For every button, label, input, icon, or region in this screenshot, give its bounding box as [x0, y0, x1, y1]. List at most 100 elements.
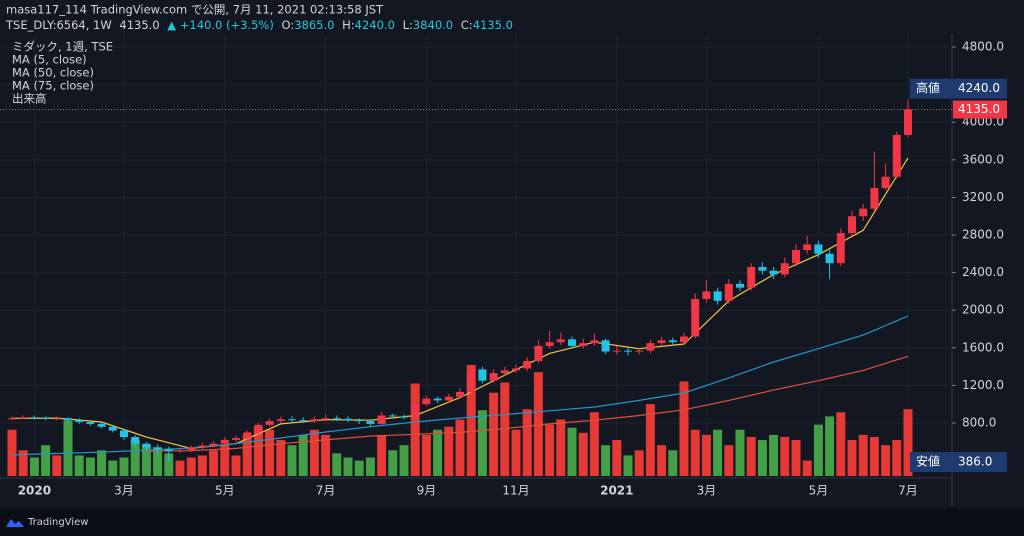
candle-body — [220, 439, 229, 444]
x-tick-label: 11月 — [502, 484, 529, 498]
volume-bar — [477, 410, 487, 476]
volume-bar — [85, 457, 95, 476]
candle-body — [131, 437, 140, 444]
candle-body — [209, 443, 218, 446]
candle-body — [41, 417, 50, 419]
candle-body — [8, 418, 16, 420]
candle-body — [153, 447, 162, 450]
legend-item: 出来高 — [12, 92, 47, 106]
low-label: 386.0 — [958, 455, 992, 469]
l: 3840.0 — [413, 18, 453, 32]
x-tick-label: 5月 — [215, 484, 235, 498]
volume-bar — [141, 445, 151, 476]
y-tick-label: 1200.0 — [962, 378, 1004, 392]
volume-bar — [130, 440, 140, 476]
volume-bar — [858, 434, 868, 476]
candle-body — [556, 339, 565, 343]
candle-body — [814, 244, 823, 254]
volume-bar — [881, 445, 891, 476]
volume-bar — [388, 450, 398, 476]
candle-body — [232, 438, 240, 440]
candle-body — [366, 421, 375, 424]
candle-body — [467, 369, 476, 392]
volume-bar — [780, 436, 790, 476]
candle-body — [545, 342, 554, 346]
candle-body — [86, 422, 95, 424]
candle-body — [836, 233, 845, 264]
candle-body — [769, 270, 778, 275]
candle-body — [579, 343, 588, 346]
candle-body — [355, 420, 364, 422]
volume-bar — [220, 445, 230, 476]
volume-bar — [343, 457, 353, 476]
candle-body — [400, 416, 408, 418]
arrow: ▲ — [167, 18, 176, 32]
footer-text: TradingView — [27, 517, 88, 528]
y-tick-label: 3600.0 — [962, 152, 1004, 166]
volume-bar — [500, 382, 510, 476]
candle-body — [792, 250, 800, 264]
h: 4240.0 — [355, 18, 395, 32]
symbol: TSE_DLY:6564, 1W — [5, 18, 112, 32]
volume-bar — [511, 429, 521, 476]
candle-body — [568, 339, 576, 346]
y-tick-label: 3200.0 — [962, 190, 1004, 204]
x-tick-label: 3月 — [114, 484, 134, 498]
candle-body — [803, 244, 812, 251]
y-tick-label: 2000.0 — [962, 303, 1004, 317]
volume-bar — [7, 429, 17, 476]
candle-body — [288, 419, 296, 421]
volume-bar — [679, 381, 689, 476]
candle-body — [680, 336, 688, 343]
volume-bar — [522, 409, 532, 476]
volume-bar — [332, 453, 342, 476]
logo — [6, 519, 24, 527]
volume-bar — [601, 445, 611, 476]
candle-body — [478, 369, 487, 381]
volume-bar — [29, 457, 39, 476]
volume-bar — [645, 404, 655, 476]
y-tick-label: 2400.0 — [962, 265, 1004, 279]
volume-bar — [197, 455, 207, 476]
candle-body — [825, 253, 834, 264]
volume-bar — [175, 460, 185, 476]
c-label: C: — [461, 18, 473, 32]
candle-body — [702, 291, 711, 299]
candle-body — [646, 343, 655, 351]
y-tick-label: 2800.0 — [962, 228, 1004, 242]
volume-bar — [186, 457, 196, 476]
high-title: 高値 — [916, 80, 940, 95]
candle-body — [97, 423, 106, 427]
candle-body — [321, 418, 330, 420]
candle-body — [388, 415, 397, 417]
candle-body — [422, 398, 431, 405]
x-tick-label: 3月 — [697, 484, 717, 498]
change: +140.0 (+3.5%) — [180, 18, 274, 32]
volume-bar — [657, 445, 667, 476]
candle-body — [120, 430, 128, 438]
candle-body — [444, 396, 453, 401]
candle-body — [19, 417, 28, 419]
volume-bar — [869, 436, 879, 476]
candle-body — [299, 420, 308, 422]
volume-bar — [455, 419, 465, 476]
candle-body — [747, 266, 756, 288]
candle-body — [713, 291, 722, 301]
candle-body — [332, 418, 341, 420]
candle-body — [881, 176, 890, 189]
candle-body — [198, 445, 207, 448]
candle-body — [780, 263, 789, 275]
volume-bar — [578, 432, 588, 476]
o-label: O: — [282, 18, 295, 32]
volume-bar — [589, 412, 599, 476]
high-label: 4240.0 — [958, 81, 1000, 95]
candle-body — [724, 283, 733, 301]
volume-bar — [634, 450, 644, 476]
volume-bar — [892, 440, 902, 476]
y-tick-label: 1600.0 — [962, 340, 1004, 354]
candle-body — [590, 340, 599, 344]
volume-bar — [466, 365, 476, 476]
candle-body — [52, 418, 61, 420]
candle-body — [108, 426, 117, 431]
